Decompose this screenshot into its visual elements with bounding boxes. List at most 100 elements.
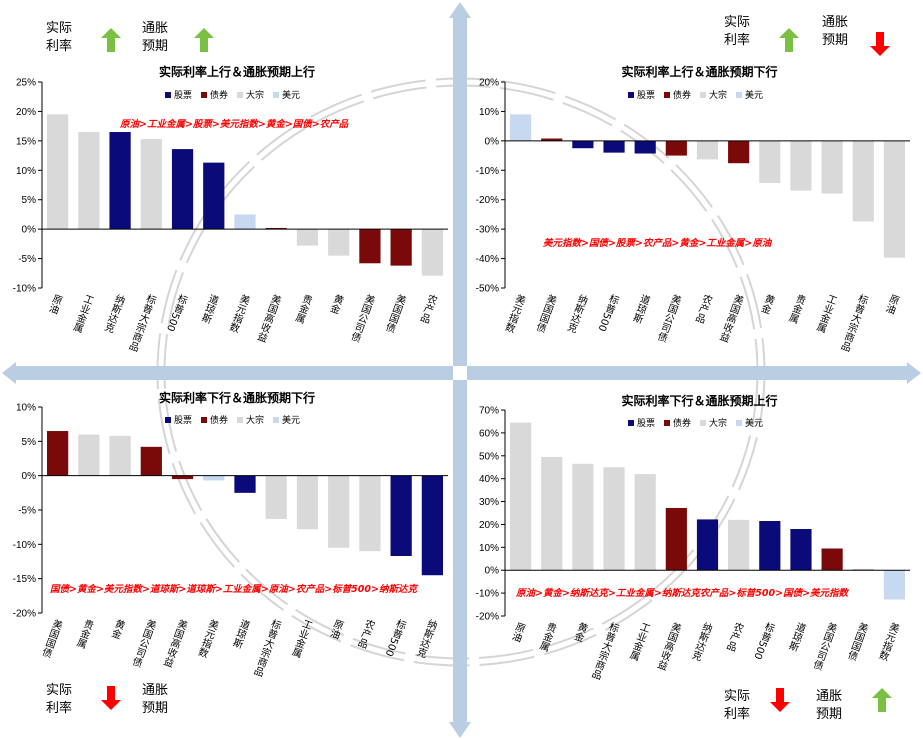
bar-5 [634,140,656,154]
bar-9 [296,475,319,530]
y-tick-label: 30% [479,497,499,508]
bar-11 [359,475,381,552]
y-tick-label: 20% [479,78,499,89]
bar-chart-4: -20%-10%0%10%20%30%40%50%60%70%原油 贵金属 黄金 标普… [476,393,910,681]
bar-8 [728,140,750,164]
bar-3 [109,435,131,476]
y-tick-label: 10% [16,166,36,177]
legend-swatch-commodity [664,92,670,98]
legend-label-usd: 美元 [745,89,763,101]
bar-13 [883,140,906,258]
category-label: 黄金 [758,291,777,315]
y-tick-label: 15% [16,136,36,147]
category-label: 美元指数 [195,616,221,660]
category-label: 道琼斯 [198,291,220,325]
y-tick-label: 5% [22,437,37,448]
y-tick-label: 5% [22,195,37,206]
category-label: 贵金属 [292,291,314,325]
legend-label-bulk: 大宗 [709,89,727,101]
bar-5 [171,475,194,480]
y-tick-label: 50% [479,451,499,462]
bar-7 [234,475,256,493]
category-label: 美国公司债 [810,619,839,672]
category-label: 美国国债 [382,291,408,335]
chart-title: 实际利率下行＆通胀预期上行 [621,393,777,408]
category-label: 美国高收益 [654,619,683,671]
corner-bottom-left: 实际利率 通胀预期 [46,682,226,722]
bar-2 [541,456,563,571]
legend-label-equity: 股票 [174,415,192,426]
bar-12 [390,475,412,557]
y-tick-label: -50% [476,284,499,295]
category-label: 工业金属 [813,292,838,334]
category-label: 标普500 [751,620,776,661]
category-label: 原油 [509,620,527,643]
ranking-annotation: 原油>工业金属>股票>美元指数>黄金>国债>农产品 [119,118,349,130]
legend-label-bulk: 大宗 [709,417,727,429]
bar-10 [790,140,812,191]
inflation-expectation-label: 通胀预期 [816,689,843,722]
category-label: 贵金属 [785,291,807,325]
category-label: 纳斯达克 [564,291,590,335]
bar-9 [296,229,319,246]
y-tick-label: -10% [476,589,499,600]
arrow-up-icon [101,28,121,52]
category-label: 美国高收益 [254,291,283,343]
category-label: 美国公司债 [654,291,683,344]
category-label: 贵金属 [536,619,558,653]
legend-swatch-equity [165,92,171,98]
category-label: 标普大宗商品 [588,620,620,681]
bar-8 [728,519,750,571]
category-label: 美国国债 [844,619,870,663]
y-tick-label: -10% [13,540,36,551]
category-label: 标普大宗商品 [250,617,282,678]
category-label: 道琼斯 [629,291,651,325]
bar-4 [603,467,625,571]
y-tick-label: 70% [479,406,499,417]
y-tick-label: 0% [22,225,37,236]
bar-2 [78,434,100,476]
legend-label-equity: 股票 [637,418,655,429]
category-label: 美国国债 [38,616,64,660]
y-tick-label: 40% [479,474,499,485]
bar-13 [421,229,444,276]
legend-swatch-commodity [664,420,670,426]
bar-6 [203,162,225,230]
legend-swatch-bulk [700,420,706,426]
corner-top-right: 实际利率 通胀预期 [724,14,904,56]
real-rate-label: 实际利率 [724,689,751,722]
legend-label-equity: 股票 [637,90,655,101]
bar-10 [328,475,350,548]
category-label: 美元指数 [226,291,252,335]
bar-4 [140,139,162,230]
bar-3 [572,463,594,571]
category-label: 美元指数 [501,291,527,335]
bar-13 [883,570,906,600]
legend-label-usd: 美元 [745,417,763,429]
bar-11 [359,229,381,264]
y-tick-label: 0% [485,566,500,577]
bar-12 [390,229,412,266]
category-label: 黄金 [327,291,346,315]
category-label: 美国高收益 [716,291,745,343]
bar-8 [265,475,287,519]
corner-top-left: 实际利率 通胀预期 [46,20,226,60]
bar-2 [541,138,563,141]
legend-swatch-bulk [700,92,706,98]
legend-label-usd: 美元 [282,89,300,101]
inflation-expectation-label: 通胀预期 [822,15,849,48]
category-label: 工业金属 [70,292,95,334]
bar-chart-2: -50% -40% -30% -20% -10% 0% 10% 20% 美元指数 美国国债 纳斯达克… [476,64,910,353]
category-label: 道琼斯 [785,619,807,653]
real-rate-label: 实际利率 [724,15,751,48]
legend-swatch-usd [273,92,279,98]
legend-swatch-commodity [201,92,207,98]
chart-title: 实际利率下行＆通胀预期下行 [159,390,315,405]
bar-9 [759,521,781,571]
arrow-down-icon [101,686,121,710]
legend-label-commodity: 债券 [673,89,691,101]
y-tick-label: -20% [476,612,499,623]
chart-title: 实际利率上行＆通胀预期上行 [159,64,315,79]
legend-label-commodity: 债券 [673,417,691,429]
